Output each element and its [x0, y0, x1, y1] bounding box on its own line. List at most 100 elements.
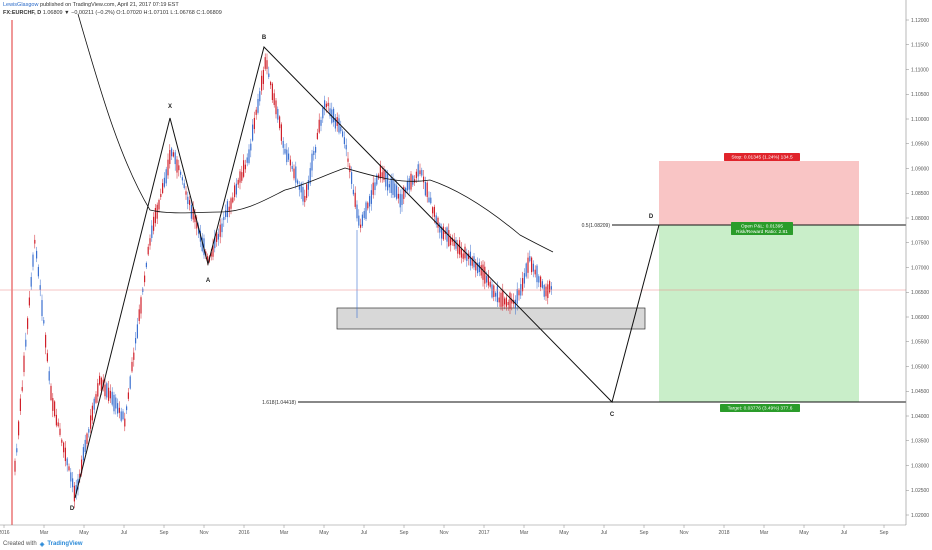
- candle-body: [153, 216, 155, 231]
- y-tick-label: 1.09000: [911, 166, 929, 172]
- y-tick-label: 1.06500: [911, 290, 929, 296]
- author-link[interactable]: LewisGlasgow: [3, 2, 39, 8]
- x-tick-label: May: [79, 530, 89, 536]
- candle-body: [369, 196, 371, 207]
- candle-body: [162, 183, 164, 194]
- candle-body: [392, 179, 394, 195]
- pattern-point-label: B: [262, 35, 267, 41]
- candle-body: [30, 277, 32, 287]
- y-tick-label: 1.03500: [911, 439, 929, 445]
- candle-body: [181, 177, 183, 181]
- candle-body: [275, 100, 277, 115]
- candle-body: [138, 309, 140, 321]
- candle-body: [115, 397, 117, 409]
- candle-body: [315, 146, 317, 153]
- candle-body: [381, 172, 383, 178]
- candle-body: [462, 253, 464, 259]
- candle-body: [511, 299, 513, 304]
- candle-body: [158, 200, 160, 210]
- candle-body: [466, 252, 468, 261]
- candle-body: [471, 257, 473, 266]
- candle-body: [284, 148, 286, 154]
- pnl-tag[interactable]: [731, 222, 793, 235]
- y-tick-label: 1.09500: [911, 142, 929, 148]
- candle-body: [217, 233, 219, 240]
- candle-body: [498, 297, 500, 303]
- support-zone[interactable]: [336, 307, 646, 330]
- candle-body: [106, 383, 108, 398]
- stop-zone[interactable]: [659, 161, 859, 225]
- candle-body: [43, 320, 45, 324]
- candle-body: [72, 478, 74, 488]
- candle-body: [286, 149, 288, 163]
- x-tick-label: 2017: [478, 530, 489, 536]
- candle-body: [388, 184, 390, 188]
- candle-body: [475, 261, 477, 271]
- stop-tag[interactable]: [724, 153, 800, 161]
- candle-body: [160, 194, 162, 198]
- tradingview-logo-icon: ◈: [39, 541, 45, 548]
- harmonic-pattern[interactable]: [74, 46, 660, 499]
- candle-body: [118, 407, 120, 413]
- candle-body: [273, 93, 275, 105]
- y-tick-label: 1.04500: [911, 389, 929, 395]
- candle-body: [531, 257, 533, 273]
- target-zone[interactable]: [659, 225, 859, 402]
- candle-body: [68, 466, 70, 471]
- candle-body: [356, 204, 358, 219]
- x-tick-label: Sep: [640, 530, 649, 536]
- candle-body: [423, 176, 425, 183]
- tradingview-brand[interactable]: TradingView: [47, 541, 83, 547]
- candle-body: [480, 265, 482, 276]
- candle-body: [147, 246, 149, 255]
- target-tag[interactable]: [720, 404, 800, 412]
- candle-body: [291, 165, 293, 170]
- x-tick-label: Nov: [440, 530, 449, 536]
- candle-body: [547, 284, 549, 299]
- candle-body: [338, 118, 340, 133]
- candle-body: [374, 182, 376, 191]
- candle-body: [165, 169, 167, 184]
- candle-body: [216, 232, 218, 242]
- candle-body: [453, 239, 455, 247]
- candle-body: [244, 164, 246, 170]
- candle-body: [183, 183, 185, 188]
- candle-body: [383, 170, 385, 181]
- candle-body: [66, 458, 68, 466]
- candle-body: [111, 391, 113, 405]
- candle-body: [316, 132, 318, 139]
- symbol-label: FX:EURCHF, D: [3, 9, 42, 16]
- candle-body: [489, 281, 491, 287]
- candle-body: [343, 137, 345, 145]
- candle-body: [446, 227, 448, 242]
- candle-body: [352, 189, 354, 195]
- candle-body: [262, 70, 264, 84]
- candle-body: [457, 243, 459, 254]
- candle-body: [264, 57, 266, 69]
- candle-body: [250, 143, 252, 151]
- candle-body: [325, 103, 327, 108]
- candle-body: [534, 269, 536, 275]
- candle-body: [412, 175, 414, 185]
- candle-body: [201, 237, 203, 252]
- candle-body: [495, 292, 497, 297]
- fib-level-label: 1.618(1.04418): [262, 400, 296, 406]
- candle-body: [282, 140, 284, 148]
- candle-body: [502, 289, 504, 307]
- pnl-tag-text: Risk/Reward Ratio: 2.81: [736, 229, 788, 235]
- candle-body: [376, 174, 378, 185]
- candle-body: [469, 251, 471, 266]
- candle-body: [127, 392, 129, 399]
- candle-body: [140, 297, 142, 314]
- candle-body: [360, 224, 362, 228]
- candle-body: [295, 166, 297, 183]
- price-axis[interactable]: [906, 0, 932, 550]
- pattern-point-label: D: [70, 506, 75, 512]
- y-tick-label: 1.11500: [911, 43, 929, 49]
- pattern-point-label: C: [610, 412, 615, 418]
- candle-body: [327, 102, 329, 107]
- candle-body: [379, 164, 381, 179]
- candle-body: [433, 206, 435, 217]
- target-tag-text: Target: 0.03776 (3.49%) 377.6: [728, 406, 793, 412]
